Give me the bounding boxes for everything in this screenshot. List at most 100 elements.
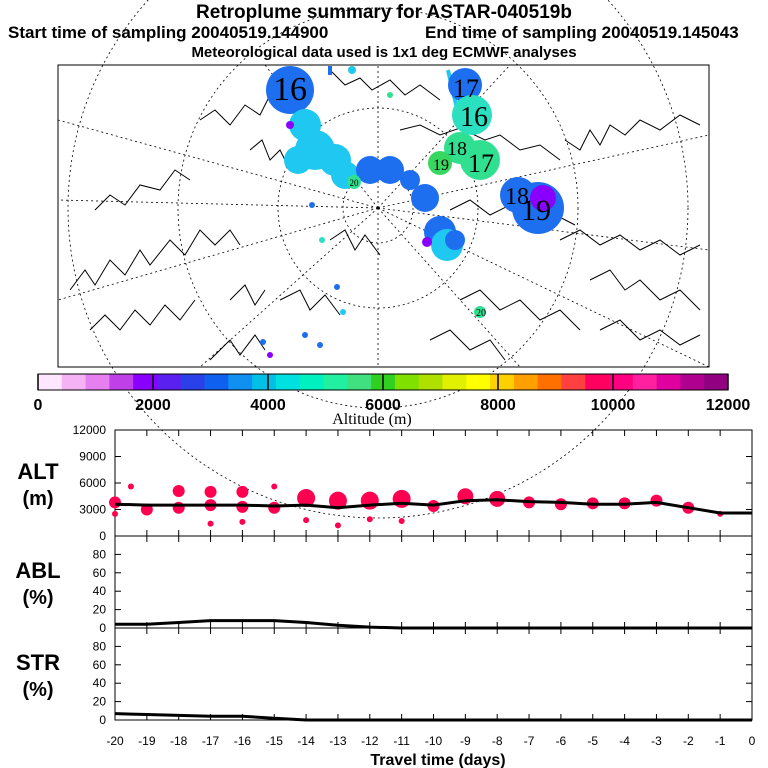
alt-marker xyxy=(236,500,249,513)
colorbar-tick-label: 8000 xyxy=(480,397,516,414)
plume-blob xyxy=(266,66,314,114)
plume-blob xyxy=(267,352,273,358)
y-tick-label: 0 xyxy=(99,713,106,727)
panel-label: STR xyxy=(16,650,60,675)
colorbar-cell xyxy=(609,374,634,390)
y-tick-label: 40 xyxy=(93,584,107,598)
x-tick-label: -16 xyxy=(234,734,252,748)
alt-marker xyxy=(392,489,411,508)
colorbar-cell xyxy=(61,374,87,390)
plume-blob xyxy=(334,284,340,290)
alt-marker xyxy=(650,494,663,507)
plume-blob xyxy=(340,309,346,315)
plume-blob xyxy=(260,339,266,345)
colorbar-cell xyxy=(85,374,110,390)
time-series-panels: 0 3000 6000 9000 12000 ALT (m) 0 20 40 60 80 ABL (%) 0… xyxy=(15,423,755,768)
met-data-label: Meteorological data used is 1x1 deg ECMW… xyxy=(191,44,577,61)
alt-marker xyxy=(554,498,567,511)
end-time-label: End time of sampling 20040519.145043 xyxy=(425,23,739,42)
alt-marker xyxy=(239,518,246,525)
colorbar-cell xyxy=(442,374,467,390)
plume-blob xyxy=(348,66,356,74)
alt-marker xyxy=(271,483,278,490)
x-tick-label: -13 xyxy=(329,734,347,748)
plume-blob xyxy=(309,202,315,208)
alt-marker xyxy=(112,510,118,517)
plume-blob xyxy=(460,140,500,180)
x-tick-label: -3 xyxy=(651,734,662,748)
colorbar-cell xyxy=(323,374,348,390)
plume-day-label: 20 xyxy=(476,308,486,319)
plume-blob xyxy=(302,332,308,338)
plume-blob xyxy=(422,237,432,247)
colorbar-cell xyxy=(252,374,277,390)
panel-label: (m) xyxy=(22,488,53,510)
colorbar-cell xyxy=(394,374,420,390)
y-tick-label: 80 xyxy=(93,547,107,561)
colorbar-label: Altitude (m) xyxy=(332,411,412,428)
plume-blob xyxy=(400,170,420,190)
plume-day-label: 16 xyxy=(273,71,307,108)
x-tick-label: -17 xyxy=(202,734,220,748)
alt-marker xyxy=(303,517,310,524)
plume-blob xyxy=(474,306,486,318)
plume-blob xyxy=(284,146,312,174)
colorbar-cell xyxy=(632,374,658,390)
alt-marker xyxy=(207,520,214,527)
plume-blob xyxy=(286,121,294,129)
colorbar-cell xyxy=(680,374,705,390)
y-tick-label: 12000 xyxy=(73,423,107,437)
colorbar-tick-label: 2000 xyxy=(135,397,171,414)
colorbar-cell xyxy=(347,374,372,390)
plume-track xyxy=(260,66,564,358)
y-tick-label: 60 xyxy=(93,566,107,580)
plume-blob xyxy=(347,175,361,189)
plume-blob xyxy=(317,342,323,348)
plume-blob xyxy=(448,68,482,102)
panel-label: ABL xyxy=(15,558,60,583)
alt-marker xyxy=(268,501,281,514)
x-tick-label: -2 xyxy=(683,734,694,748)
plume-blob xyxy=(356,156,384,184)
colorbar-cell xyxy=(490,374,515,390)
y-tick-label: 20 xyxy=(93,695,107,709)
colorbar-cell xyxy=(180,374,206,390)
colorbar-tick-label: 12000 xyxy=(706,397,751,414)
colorbar-cell xyxy=(585,374,610,390)
y-tick-label: 0 xyxy=(99,529,106,543)
x-tick-label: -9 xyxy=(460,734,471,748)
y-tick-label: 20 xyxy=(93,603,107,617)
plume-day-label: 18 xyxy=(505,184,529,210)
y-tick-label: 6000 xyxy=(79,476,106,490)
chart-title: Retroplume summary for ASTAR-040519b xyxy=(196,2,572,23)
alt-marker xyxy=(172,501,185,514)
alt-marker xyxy=(109,496,121,509)
colorbar-cell xyxy=(228,374,253,390)
y-tick-label: 3000 xyxy=(79,503,106,517)
map-coastlines xyxy=(69,69,701,361)
colorbar-cell xyxy=(466,374,491,390)
alt-marker xyxy=(334,522,341,529)
colorbar-cell xyxy=(537,374,562,390)
x-tick-label: -19 xyxy=(138,734,156,748)
plume-blob xyxy=(530,185,556,211)
colorbar-cell xyxy=(109,374,134,390)
colorbar-tick-label: 0 xyxy=(34,397,43,414)
colorbar-tick-label: 4000 xyxy=(250,397,286,414)
plume-day-label: 19 xyxy=(521,194,551,227)
plume-blob xyxy=(387,92,393,98)
x-tick-label: 0 xyxy=(749,734,756,748)
plume-blob xyxy=(428,151,452,175)
colorbar-cell xyxy=(704,374,729,390)
alt-marker xyxy=(127,483,134,490)
y-tick-label: 9000 xyxy=(79,450,106,464)
alt-marker xyxy=(328,491,347,510)
alt-marker xyxy=(297,489,316,508)
x-tick-label: -7 xyxy=(524,734,535,748)
plume-day-label: 20 xyxy=(350,178,360,188)
series-line xyxy=(114,712,752,722)
plume-day-label: 16 xyxy=(460,102,488,133)
colorbar-cell xyxy=(38,374,63,390)
